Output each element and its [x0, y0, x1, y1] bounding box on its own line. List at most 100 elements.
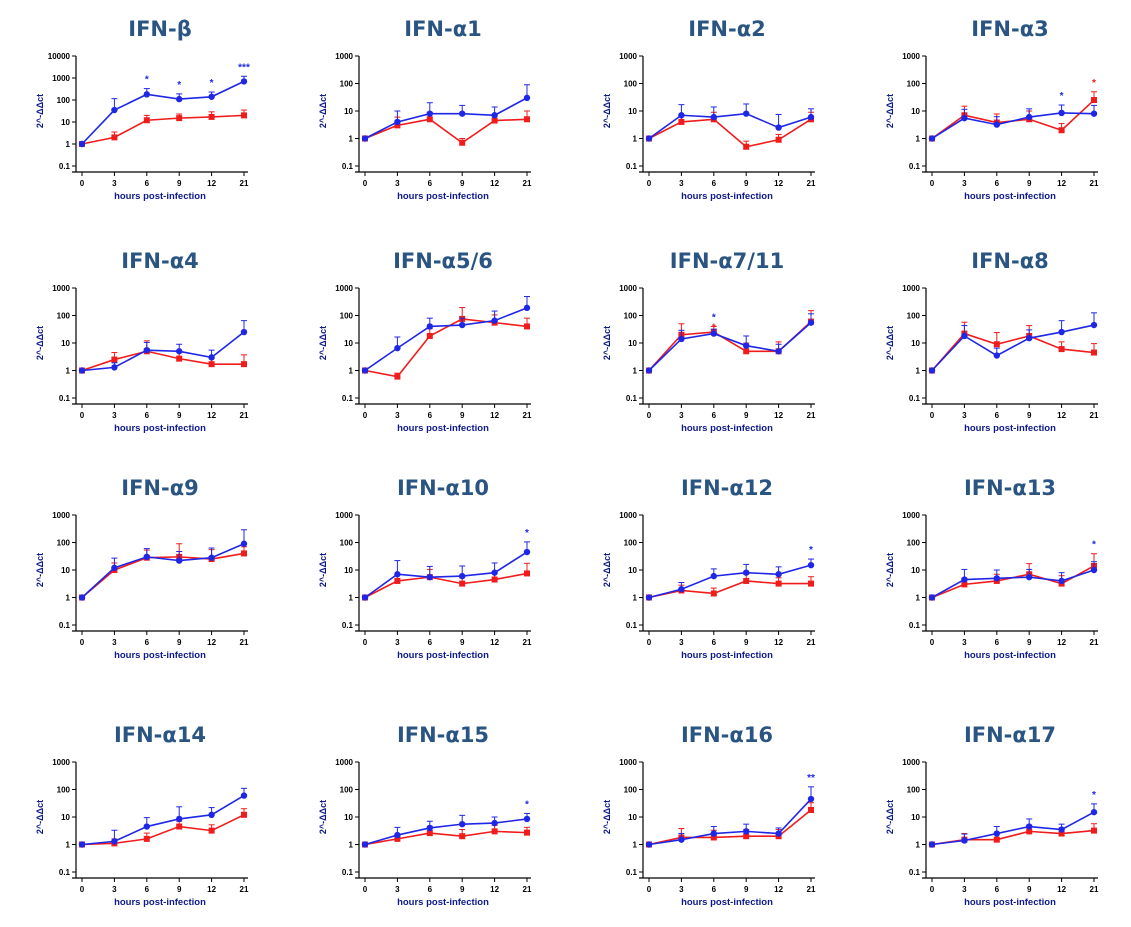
series-line-red: [81, 552, 245, 599]
x-tick-label: 6: [428, 179, 433, 188]
series-line-blue: [81, 331, 245, 372]
y-tick-label: 100: [57, 312, 71, 321]
data-point-blue: [678, 112, 685, 119]
data-point-blue: [1058, 109, 1065, 117]
chart-panel: IFN-α4 0.1 1 10 100 1000 0 3 6 9 12 21 hours post-in…: [14, 238, 284, 453]
chart-title: IFN-α14: [114, 723, 206, 747]
data-point-blue: [775, 348, 782, 355]
y-tick-label: 1000: [619, 511, 637, 520]
data-point-blue: [961, 114, 968, 122]
significance-marker: *: [1092, 78, 1096, 89]
chart-panel: IFN-α16 0.1 1 10 100 1000 0 3 6 9 12 21 hours post-i…: [581, 712, 851, 927]
data-point-blue: [394, 344, 401, 352]
x-axis-label: hours post-infection: [681, 191, 773, 202]
y-tick-label: 100: [624, 80, 638, 89]
data-point-red: [1091, 827, 1097, 834]
data-point-red: [459, 139, 466, 146]
y-tick-label: 100: [340, 786, 354, 795]
x-axis-label: hours post-infection: [397, 191, 489, 202]
x-tick-label: 0: [647, 411, 652, 420]
x-tick-label: 9: [177, 638, 182, 647]
x-tick-label: 6: [428, 411, 433, 420]
chart-svg: IFN-α3 0.1 1 10 100 1000 0 3 6 9 12 21 hours post-in…: [885, 17, 1099, 202]
y-tick-label: 10: [61, 339, 70, 348]
data-point-blue: [928, 135, 936, 142]
y-tick-label: 0.1: [909, 868, 921, 877]
series-line-red: [648, 809, 812, 846]
data-point-red: [208, 827, 215, 834]
x-tick-label: 12: [774, 638, 783, 647]
x-axis-label: hours post-infection: [397, 897, 489, 908]
data-point-blue: [710, 113, 717, 121]
x-tick-label: 3: [112, 411, 117, 420]
chart-svg: IFN-α14 0.1 1 10 100 1000 0 3 6 9 12 21 hours post-i…: [35, 723, 249, 908]
series-line-red: [364, 830, 528, 846]
x-tick-label: 12: [774, 885, 783, 894]
y-tick-label: 1000: [335, 284, 353, 293]
x-tick-label: 12: [207, 885, 216, 894]
y-tick-label: 100: [57, 539, 71, 548]
x-tick-label: 21: [240, 638, 249, 647]
y-axis-label: 2^-ΔΔct: [885, 553, 895, 587]
x-axis-label: hours post-infection: [114, 897, 206, 908]
x-tick-label: 12: [490, 411, 499, 420]
x-tick-label: 3: [395, 638, 400, 647]
y-tick-label: 1: [633, 135, 638, 144]
data-point-blue: [645, 594, 653, 601]
y-tick-label: 1: [633, 367, 638, 376]
data-point-blue: [208, 354, 215, 361]
data-point-blue: [1026, 573, 1033, 581]
data-point-blue: [78, 367, 86, 374]
x-tick-label: 3: [395, 179, 400, 188]
y-tick-label: 10: [61, 813, 70, 822]
series-line-blue: [364, 97, 528, 140]
data-point-blue: [743, 569, 750, 576]
significance-marker: *: [1092, 540, 1096, 551]
significance-marker: *: [1060, 91, 1064, 102]
y-tick-label: 10: [628, 813, 637, 822]
y-tick-label: 100: [624, 312, 638, 321]
data-point-red: [394, 122, 401, 129]
data-point-red: [743, 833, 750, 840]
data-point-blue: [240, 78, 248, 85]
data-point-red: [143, 117, 150, 124]
data-point-blue: [743, 110, 750, 117]
data-point-red: [491, 576, 498, 583]
data-point-blue: [111, 106, 118, 114]
data-point-red: [524, 116, 530, 123]
y-tick-label: 1: [916, 841, 921, 850]
data-point-blue: [961, 837, 968, 844]
y-axis-label: 2^-ΔΔct: [885, 800, 895, 834]
data-point-red: [394, 835, 401, 842]
chart-svg: IFN-α15 0.1 1 10 100 1000 0 3 6 9 12 21 hours post-i…: [318, 723, 532, 908]
chart-title: IFN-α16: [681, 723, 773, 747]
x-axis-label: hours post-infection: [964, 423, 1056, 434]
chart-title: IFN-α12: [681, 476, 773, 500]
data-point-blue: [361, 367, 369, 374]
data-point-blue: [645, 367, 653, 374]
data-point-blue: [1026, 113, 1033, 121]
data-point-red: [775, 580, 782, 587]
chart-title: IFN-α5/6: [393, 249, 493, 273]
x-tick-label: 21: [807, 411, 816, 420]
data-point-blue: [111, 564, 118, 572]
y-tick-label: 10: [61, 118, 70, 127]
y-tick-label: 100: [340, 539, 354, 548]
x-tick-label: 3: [679, 638, 684, 647]
y-tick-label: 1: [349, 367, 354, 376]
x-tick-label: 21: [240, 179, 249, 188]
series-line-red: [931, 565, 1095, 599]
x-tick-label: 3: [962, 179, 967, 188]
data-point-blue: [1090, 321, 1098, 329]
y-tick-label: 1000: [619, 758, 637, 767]
chart-title: IFN-α1: [404, 17, 482, 41]
y-axis-label: 2^-ΔΔct: [35, 553, 45, 587]
data-point-blue: [78, 594, 86, 601]
data-point-red: [491, 828, 498, 835]
data-point-red: [241, 811, 247, 818]
y-tick-label: 0.1: [909, 621, 921, 630]
y-tick-label: 0.1: [626, 621, 638, 630]
data-point-red: [426, 332, 433, 339]
data-point-blue: [426, 824, 433, 832]
x-tick-label: 9: [744, 411, 749, 420]
